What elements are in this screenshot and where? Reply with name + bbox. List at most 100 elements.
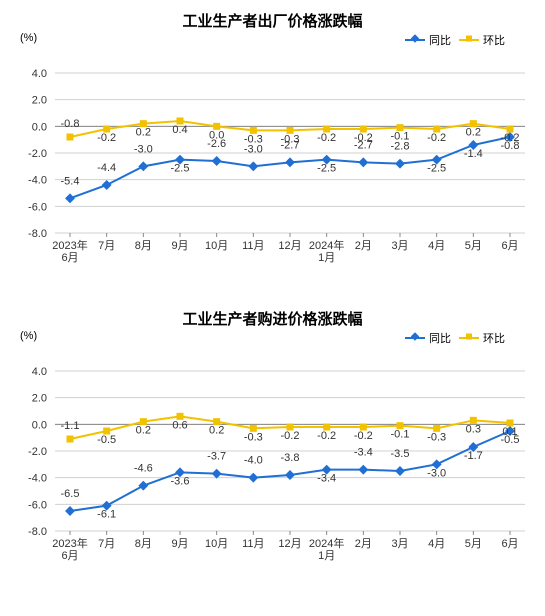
chart-title: 工业生产者出厂价格涨跌幅: [10, 10, 535, 31]
x-tick-label: 10月: [205, 538, 228, 550]
legend-label: 同比: [429, 330, 451, 346]
y-tick-label: -4.0: [28, 175, 47, 187]
x-tick-label: 6月: [61, 550, 78, 562]
y-tick-label: -4.0: [28, 473, 47, 485]
y-tick-label: 4.0: [32, 68, 47, 80]
y-tick-label: -6.0: [28, 201, 47, 213]
data-label: -0.2: [354, 132, 373, 144]
chart-0: 工业生产者出厂价格涨跌幅 同比 环比 (%) -8.0 -6.0 -4.0 -2.0 0…: [10, 10, 535, 278]
data-label: -4.4: [97, 162, 116, 174]
x-tick-label: 1月: [318, 252, 335, 264]
data-label: -0.1: [391, 429, 410, 441]
y-axis-unit: (%): [20, 32, 37, 44]
legend: 同比 环比: [405, 32, 505, 48]
data-label: -0.3: [244, 133, 263, 145]
x-tick-label: 5月: [465, 240, 482, 252]
data-label: -6.5: [61, 488, 80, 500]
y-tick-label: 2.0: [32, 95, 47, 107]
data-label: 0.4: [172, 124, 187, 136]
chart-1: 工业生产者购进价格涨跌幅 同比 环比 (%) -8.0 -6.0 -4.0 -2.0 0…: [10, 308, 535, 576]
data-label: -3.5: [391, 448, 410, 460]
data-label: -0.2: [501, 132, 520, 144]
y-axis-unit: (%): [20, 330, 37, 342]
x-tick-label: 6月: [61, 252, 78, 264]
x-tick-label: 4月: [428, 538, 445, 550]
data-label: -3.7: [207, 451, 226, 463]
y-tick-label: -2.0: [28, 148, 47, 160]
legend-label: 环比: [483, 32, 505, 48]
data-label: -0.2: [317, 430, 336, 442]
x-tick-label: 2024年: [309, 238, 344, 252]
data-label: -0.2: [281, 430, 300, 442]
y-tick-label: 0.0: [32, 121, 47, 133]
x-tick-label: 6月: [501, 240, 518, 252]
data-label: 0.2: [136, 425, 151, 437]
x-tick-label: 11月: [242, 538, 264, 550]
x-tick-label: 3月: [391, 240, 408, 252]
y-tick-label: -6.0: [28, 499, 47, 511]
x-tick-label: 1月: [318, 550, 335, 562]
data-label: 0.2: [209, 425, 224, 437]
legend-label: 同比: [429, 32, 451, 48]
data-label: -4.6: [134, 463, 153, 475]
data-label: -3.0: [427, 467, 446, 479]
data-label: -0.8: [61, 118, 80, 130]
data-label: -0.3: [244, 431, 263, 443]
y-tick-label: -8.0: [28, 526, 47, 538]
y-tick-label: 0.0: [32, 419, 47, 431]
x-tick-label: 2月: [355, 538, 372, 550]
x-tick-label: 5月: [465, 538, 482, 550]
x-tick-label: 2023年: [52, 238, 87, 252]
x-tick-label: 3月: [391, 538, 408, 550]
y-tick-label: 2.0: [32, 393, 47, 405]
x-tick-label: 9月: [171, 240, 188, 252]
data-label: 0.3: [466, 423, 481, 435]
data-label: -4.0: [244, 455, 263, 467]
legend: 同比 环比: [405, 330, 505, 346]
data-label: -1.1: [61, 420, 80, 432]
x-tick-label: 2月: [355, 240, 372, 252]
x-tick-label: 12月: [278, 538, 301, 550]
data-label: -0.1: [391, 131, 410, 143]
y-tick-label: 4.0: [32, 366, 47, 378]
legend-label: 环比: [483, 330, 505, 346]
y-tick-label: -2.0: [28, 446, 47, 458]
legend-item: 环比: [459, 330, 505, 346]
data-label: -6.1: [97, 509, 116, 521]
data-label: 0.2: [466, 127, 481, 139]
data-label: 0.6: [172, 419, 187, 431]
x-tick-label: 2024年: [309, 536, 344, 550]
legend-item: 同比: [405, 330, 451, 346]
data-label: -3.4: [354, 447, 373, 459]
x-tick-label: 4月: [428, 240, 445, 252]
x-tick-label: 11月: [242, 240, 264, 252]
data-label: 0.2: [136, 127, 151, 139]
x-tick-label: 7月: [98, 538, 115, 550]
y-tick-label: -8.0: [28, 228, 47, 240]
data-label: -2.5: [427, 163, 446, 175]
x-tick-label: 8月: [135, 538, 152, 550]
data-label: -3.6: [171, 475, 190, 487]
x-tick-label: 7月: [98, 240, 115, 252]
data-label: -0.5: [97, 434, 116, 446]
x-tick-label: 10月: [205, 240, 228, 252]
chart-title: 工业生产者购进价格涨跌幅: [10, 308, 535, 329]
data-label: -0.2: [97, 132, 116, 144]
data-label: 0.1: [502, 426, 517, 438]
data-label: -0.2: [317, 132, 336, 144]
data-label: -0.3: [281, 133, 300, 145]
data-label: -3.4: [317, 473, 336, 485]
data-label: 0.0: [209, 129, 224, 141]
data-label: -0.2: [427, 132, 446, 144]
data-label: -1.7: [464, 450, 483, 462]
data-label: -1.4: [464, 148, 483, 160]
data-label: -0.2: [354, 430, 373, 442]
data-label: -2.5: [317, 163, 336, 175]
x-tick-label: 9月: [171, 538, 188, 550]
legend-item: 同比: [405, 32, 451, 48]
x-tick-label: 2023年: [52, 536, 87, 550]
x-tick-label: 12月: [278, 240, 301, 252]
data-label: -3.0: [134, 143, 153, 155]
legend-item: 环比: [459, 32, 505, 48]
x-tick-label: 8月: [135, 240, 152, 252]
